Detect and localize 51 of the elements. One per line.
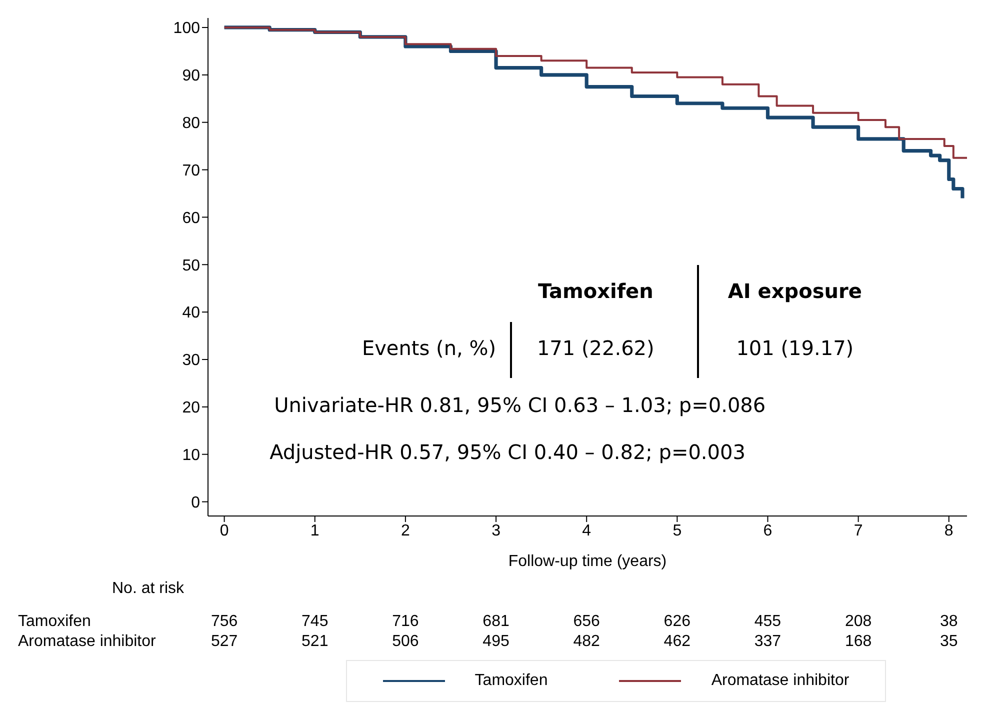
- x-axis-title: Follow-up time (years): [508, 553, 667, 570]
- y-tick-label: 30: [182, 352, 200, 370]
- text: 521: [302, 633, 328, 651]
- annotation: Events (n, %): [362, 336, 496, 360]
- y-tick-label: 80: [182, 115, 200, 132]
- annotation: Adjusted-HR 0.57, 95% CI 0.40 – 0.82; p=0.003: [270, 440, 746, 464]
- x-tick-label: 4: [582, 522, 592, 540]
- text: Tamoxifen: [18, 613, 91, 630]
- x-tick-label: 0: [220, 522, 229, 540]
- text: 506: [392, 633, 419, 651]
- annotation: 101 (19.17): [736, 336, 854, 360]
- legend-label: Aromatase inhibitor: [711, 672, 850, 690]
- text: No. at risk: [112, 580, 184, 598]
- annotation: AI exposure: [728, 279, 862, 304]
- text: 626: [664, 613, 691, 631]
- annotation: Tamoxifen: [538, 279, 654, 304]
- annotation: 171 (22.62): [536, 336, 654, 360]
- y-tick-label: 10: [182, 447, 200, 464]
- text: 35: [940, 633, 958, 651]
- text: 495: [482, 633, 510, 651]
- text: 462: [664, 633, 691, 651]
- x-tick-label: 1: [310, 522, 320, 540]
- text: Aromatase inhibitor: [18, 633, 156, 650]
- text: 168: [844, 633, 872, 651]
- y-tick-label: 70: [182, 162, 200, 180]
- x-tick-label: 7: [854, 522, 863, 540]
- x-tick-label: 5: [672, 522, 682, 540]
- y-tick-label: 40: [182, 304, 200, 322]
- y-tick-label: 60: [182, 210, 200, 227]
- text: 656: [573, 613, 600, 631]
- text: 716: [392, 613, 419, 631]
- y-tick-label: 100: [173, 20, 200, 38]
- text: 527: [210, 633, 238, 651]
- y-tick-label: 20: [182, 400, 200, 417]
- text: 38: [940, 613, 958, 631]
- x-tick-label: 8: [944, 522, 954, 540]
- text: 681: [482, 613, 510, 631]
- x-tick-label: 2: [400, 522, 410, 540]
- text: 756: [210, 613, 238, 631]
- x-tick-label: 6: [763, 522, 772, 540]
- text: 337: [754, 633, 782, 651]
- y-tick-label: 50: [182, 257, 200, 274]
- text: 745: [302, 613, 328, 631]
- legend-label: Tamoxifen: [474, 672, 548, 690]
- x-tick-label: 3: [492, 522, 501, 540]
- y-tick-label: 0: [191, 494, 200, 512]
- y-tick-label: 90: [182, 68, 200, 85]
- text: 482: [573, 633, 600, 651]
- text: 208: [844, 613, 872, 631]
- text: 455: [754, 613, 782, 631]
- annotation: Univariate-HR 0.81, 95% CI 0.63 – 1.03; p=0.086: [274, 392, 766, 417]
